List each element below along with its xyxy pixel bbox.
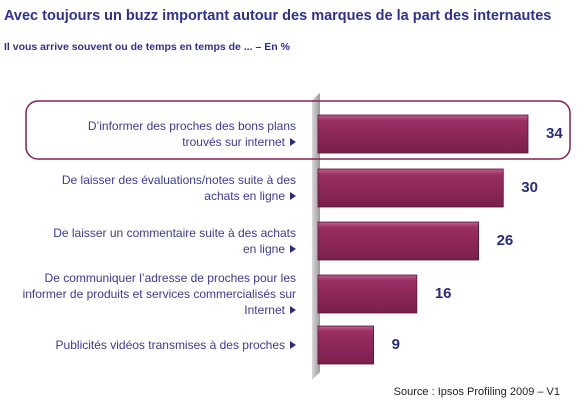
category-text: De communiquer l’adresse de proches pour… xyxy=(22,271,296,317)
bar xyxy=(317,221,479,261)
arrow-icon xyxy=(290,192,296,200)
arrow-icon xyxy=(290,138,296,146)
arrow-icon xyxy=(290,245,296,253)
category-label: D’informer des proches des bons plans tr… xyxy=(14,118,296,150)
category-text: De laisser des évaluations/notes suite à… xyxy=(61,173,296,203)
bar xyxy=(317,325,374,365)
category-text: D’informer des proches des bons plans tr… xyxy=(87,119,296,149)
bar xyxy=(317,168,504,208)
category-label: De laisser des évaluations/notes suite à… xyxy=(14,172,296,204)
value-label: 16 xyxy=(435,285,452,302)
chart-subtitle: Il vous arrive souvent ou de temps en te… xyxy=(4,41,291,53)
value-label: 30 xyxy=(521,179,538,196)
arrow-icon xyxy=(290,341,296,349)
category-label: Publicités vidéos transmises à des proch… xyxy=(14,337,296,353)
category-label: De laisser un commentaire suite à des ac… xyxy=(14,225,296,257)
bar xyxy=(317,114,529,154)
source: Source : Ipsos Profiling 2009 – V1 xyxy=(394,386,560,398)
category-label: De communiquer l’adresse de proches pour… xyxy=(14,270,296,318)
arrow-icon xyxy=(290,306,296,314)
highlight-frame xyxy=(25,100,571,160)
category-text: De laisser un commentaire suite à des ac… xyxy=(53,226,296,256)
bar xyxy=(317,274,418,314)
chart-title: Avec toujours un buzz important autour d… xyxy=(4,8,551,24)
category-text: Publicités vidéos transmises à des proch… xyxy=(55,338,285,352)
value-label: 9 xyxy=(392,336,400,353)
value-label: 26 xyxy=(497,232,514,249)
value-label: 34 xyxy=(546,125,563,142)
